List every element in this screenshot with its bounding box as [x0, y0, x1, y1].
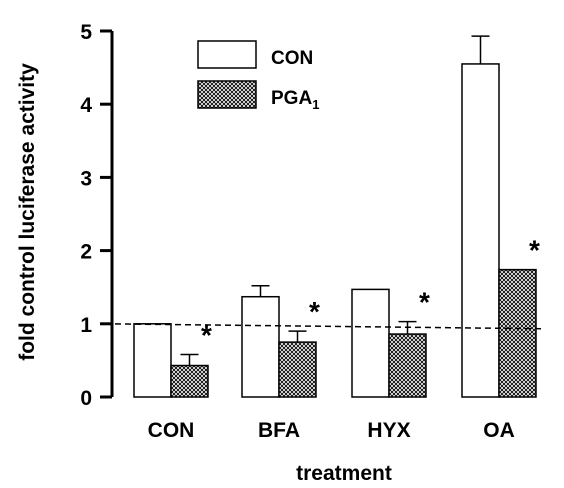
y-axis-title: fold control luciferase activity: [16, 63, 39, 361]
legend-label-con: CON: [271, 48, 313, 69]
significance-star: *: [201, 320, 212, 351]
y-tick-label: 5: [80, 21, 92, 44]
legend-swatch-con: [197, 40, 257, 69]
bar-pga1-con: [170, 364, 209, 398]
legend-swatch-pga1: [197, 80, 257, 109]
reference-line: [104, 323, 546, 330]
bar-pga1-hyx: [388, 333, 427, 398]
significance-star: *: [419, 287, 430, 318]
legend: CON PGA1: [197, 40, 319, 112]
y-tick-label: 1: [80, 314, 92, 337]
x-axis-title: treatment: [296, 462, 392, 485]
x-tick-label: OA: [483, 419, 515, 442]
y-tick-label: 0: [80, 387, 92, 410]
bar-con-hyx: [351, 288, 390, 398]
x-tick-label: BFA: [258, 419, 300, 442]
bar-con-con: [133, 323, 172, 398]
x-tick-label: HYX: [367, 419, 410, 442]
x-tick-label: CON: [148, 419, 195, 442]
y-tick-label: 2: [80, 241, 92, 264]
bar-pga1-bfa: [278, 341, 317, 398]
bar-con-oa: [461, 63, 500, 398]
x-axis-tick-labels: CON BFA HYX OA: [148, 419, 515, 442]
y-axis-ticks: 0 1 2 3 4 5: [80, 21, 112, 410]
y-tick-label: 3: [80, 167, 92, 190]
significance-star: *: [529, 235, 540, 266]
significance-star: *: [309, 296, 320, 327]
bars: [133, 63, 537, 398]
bar-pga1-oa: [498, 268, 537, 398]
legend-label-pga1: PGA1: [271, 88, 319, 112]
y-tick-label: 4: [80, 94, 92, 117]
significance-markers: * * * *: [201, 235, 540, 351]
bar-con-bfa: [241, 295, 280, 398]
